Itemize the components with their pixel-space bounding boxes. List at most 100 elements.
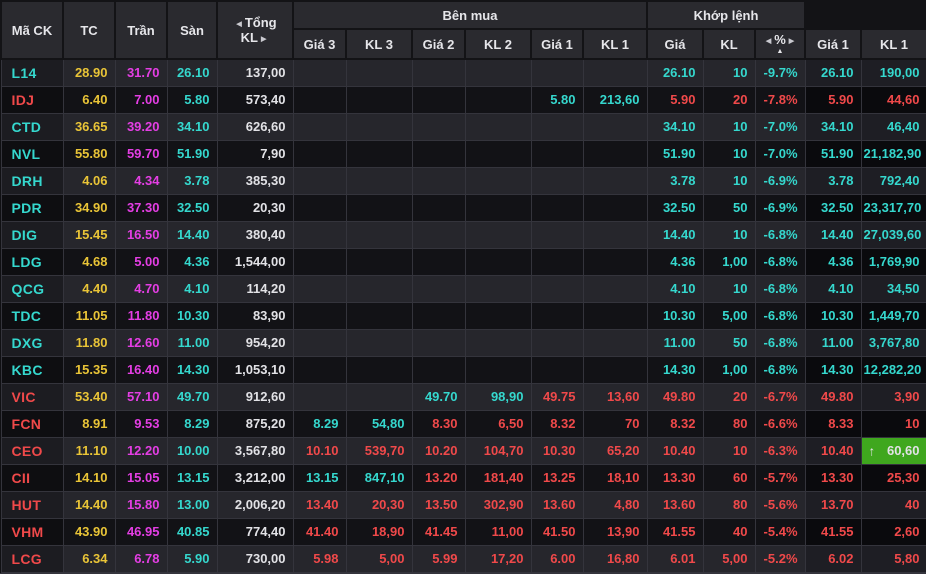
buy-price-1-cell[interactable] <box>530 58 584 87</box>
buy-price-2-cell[interactable] <box>411 58 466 87</box>
buy-volume-3-cell[interactable]: 5,00 <box>345 544 413 573</box>
match-percent-cell[interactable]: -7.0% <box>754 139 806 168</box>
floor-price-cell[interactable]: 11.00 <box>166 328 218 357</box>
buy-volume-1-cell[interactable] <box>582 220 648 249</box>
buy-volume-3-cell[interactable] <box>345 247 413 276</box>
col-header-percent[interactable]: ◀% ▶ ▲ <box>753 28 807 60</box>
sell-price-1-cell[interactable]: 34.10 <box>804 112 862 141</box>
total-volume-cell[interactable]: 912,60 <box>216 382 294 411</box>
buy-price-1-cell[interactable]: 6.00 <box>530 544 584 573</box>
match-price-cell[interactable]: 14.30 <box>646 355 704 384</box>
col-header-match-kl[interactable]: KL <box>702 28 756 60</box>
sell-price-1-cell[interactable]: 51.90 <box>804 139 862 168</box>
buy-price-3-cell[interactable]: 13.15 <box>292 463 347 492</box>
sell-volume-1-cell[interactable]: 25,30 <box>860 463 926 492</box>
sell-price-1-cell[interactable]: 5.90 <box>804 85 862 114</box>
buy-price-2-cell[interactable] <box>411 247 466 276</box>
buy-volume-2-cell[interactable] <box>464 193 532 222</box>
sell-volume-1-cell[interactable]: 60,60 ↑ <box>860 436 926 465</box>
stock-code-cell[interactable]: CII <box>0 463 64 492</box>
buy-price-2-cell[interactable]: 49.70 <box>411 382 466 411</box>
match-volume-cell[interactable]: 1,00 <box>702 247 756 276</box>
ceiling-price-cell[interactable]: 4.34 <box>114 166 168 195</box>
floor-price-cell[interactable]: 49.70 <box>166 382 218 411</box>
ref-price-cell[interactable]: 4.40 <box>62 274 116 303</box>
ceiling-price-cell[interactable]: 11.80 <box>114 301 168 330</box>
match-price-cell[interactable]: 51.90 <box>646 139 704 168</box>
sell-volume-1-cell[interactable]: 10 <box>860 409 926 438</box>
col-header-buy-kl3[interactable]: KL 3 <box>345 28 413 60</box>
buy-volume-1-cell[interactable] <box>582 355 648 384</box>
match-percent-cell[interactable]: -6.8% <box>754 328 806 357</box>
buy-volume-2-cell[interactable]: 302,90 <box>464 490 532 519</box>
ceiling-price-cell[interactable]: 16.50 <box>114 220 168 249</box>
match-price-cell[interactable]: 10.30 <box>646 301 704 330</box>
stock-code-cell[interactable]: PDR <box>0 193 64 222</box>
sell-volume-1-cell[interactable]: 3,767,80 <box>860 328 926 357</box>
buy-price-3-cell[interactable]: 5.98 <box>292 544 347 573</box>
buy-volume-2-cell[interactable] <box>464 85 532 114</box>
buy-price-1-cell[interactable] <box>530 139 584 168</box>
buy-price-2-cell[interactable] <box>411 139 466 168</box>
buy-price-1-cell[interactable] <box>530 301 584 330</box>
buy-price-1-cell[interactable] <box>530 193 584 222</box>
total-volume-cell[interactable]: 573,40 <box>216 85 294 114</box>
total-volume-cell[interactable]: 875,20 <box>216 409 294 438</box>
match-volume-cell[interactable]: 10 <box>702 58 756 87</box>
total-volume-cell[interactable]: 114,20 <box>216 274 294 303</box>
buy-volume-3-cell[interactable] <box>345 382 413 411</box>
stock-code-cell[interactable]: QCG <box>0 274 64 303</box>
match-percent-cell[interactable]: -9.7% <box>754 58 806 87</box>
match-volume-cell[interactable]: 10 <box>702 139 756 168</box>
ceiling-price-cell[interactable]: 12.60 <box>114 328 168 357</box>
buy-volume-3-cell[interactable] <box>345 328 413 357</box>
buy-price-3-cell[interactable] <box>292 301 347 330</box>
ceiling-price-cell[interactable]: 16.40 <box>114 355 168 384</box>
match-price-cell[interactable]: 41.55 <box>646 517 704 546</box>
buy-price-3-cell[interactable] <box>292 382 347 411</box>
ref-price-cell[interactable]: 34.90 <box>62 193 116 222</box>
buy-price-1-cell[interactable]: 8.32 <box>530 409 584 438</box>
buy-price-3-cell[interactable] <box>292 247 347 276</box>
floor-price-cell[interactable]: 40.85 <box>166 517 218 546</box>
match-percent-cell[interactable]: -5.4% <box>754 517 806 546</box>
stock-code-cell[interactable]: HUT <box>0 490 64 519</box>
buy-volume-3-cell[interactable]: 847,10 <box>345 463 413 492</box>
ref-price-cell[interactable]: 43.90 <box>62 517 116 546</box>
buy-price-2-cell[interactable] <box>411 85 466 114</box>
buy-volume-1-cell[interactable]: 13,90 <box>582 517 648 546</box>
sell-volume-1-cell[interactable]: 34,50 <box>860 274 926 303</box>
floor-price-cell[interactable]: 14.40 <box>166 220 218 249</box>
floor-price-cell[interactable]: 3.78 <box>166 166 218 195</box>
buy-price-2-cell[interactable]: 41.45 <box>411 517 466 546</box>
match-percent-cell[interactable]: -6.6% <box>754 409 806 438</box>
scroll-right-icon[interactable]: ▶ <box>788 37 795 45</box>
buy-volume-3-cell[interactable] <box>345 355 413 384</box>
buy-volume-3-cell[interactable] <box>345 85 413 114</box>
stock-code-cell[interactable]: LDG <box>0 247 64 276</box>
match-price-cell[interactable]: 4.36 <box>646 247 704 276</box>
match-volume-cell[interactable]: 10 <box>702 166 756 195</box>
match-volume-cell[interactable]: 10 <box>702 112 756 141</box>
match-price-cell[interactable]: 6.01 <box>646 544 704 573</box>
total-volume-cell[interactable]: 385,30 <box>216 166 294 195</box>
sell-price-1-cell[interactable]: 13.70 <box>804 490 862 519</box>
buy-volume-1-cell[interactable] <box>582 301 648 330</box>
ceiling-price-cell[interactable]: 6.78 <box>114 544 168 573</box>
buy-volume-1-cell[interactable] <box>582 139 648 168</box>
floor-price-cell[interactable]: 34.10 <box>166 112 218 141</box>
ceiling-price-cell[interactable]: 7.00 <box>114 85 168 114</box>
ref-price-cell[interactable]: 11.10 <box>62 436 116 465</box>
buy-volume-1-cell[interactable] <box>582 112 648 141</box>
floor-price-cell[interactable]: 51.90 <box>166 139 218 168</box>
stock-code-cell[interactable]: FCN <box>0 409 64 438</box>
buy-volume-2-cell[interactable] <box>464 166 532 195</box>
ceiling-price-cell[interactable]: 31.70 <box>114 58 168 87</box>
ref-price-cell[interactable]: 4.06 <box>62 166 116 195</box>
ref-price-cell[interactable]: 36.65 <box>62 112 116 141</box>
total-volume-cell[interactable]: 380,40 <box>216 220 294 249</box>
buy-price-3-cell[interactable] <box>292 328 347 357</box>
match-percent-cell[interactable]: -7.0% <box>754 112 806 141</box>
stock-code-cell[interactable]: DRH <box>0 166 64 195</box>
floor-price-cell[interactable]: 32.50 <box>166 193 218 222</box>
